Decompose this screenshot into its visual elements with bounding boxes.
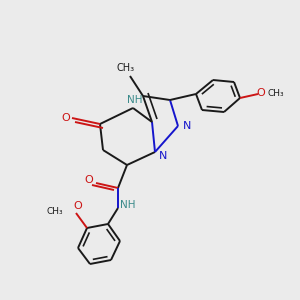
Text: NH: NH xyxy=(120,200,136,210)
Text: CH₃: CH₃ xyxy=(268,89,284,98)
Text: N: N xyxy=(159,151,167,161)
Text: CH₃: CH₃ xyxy=(117,63,135,73)
Text: O: O xyxy=(74,201,82,211)
Text: O: O xyxy=(61,113,70,123)
Text: O: O xyxy=(85,175,93,185)
Text: O: O xyxy=(256,88,266,98)
Text: NH: NH xyxy=(127,95,143,105)
Text: CH₃: CH₃ xyxy=(47,208,63,217)
Text: N: N xyxy=(183,121,191,131)
